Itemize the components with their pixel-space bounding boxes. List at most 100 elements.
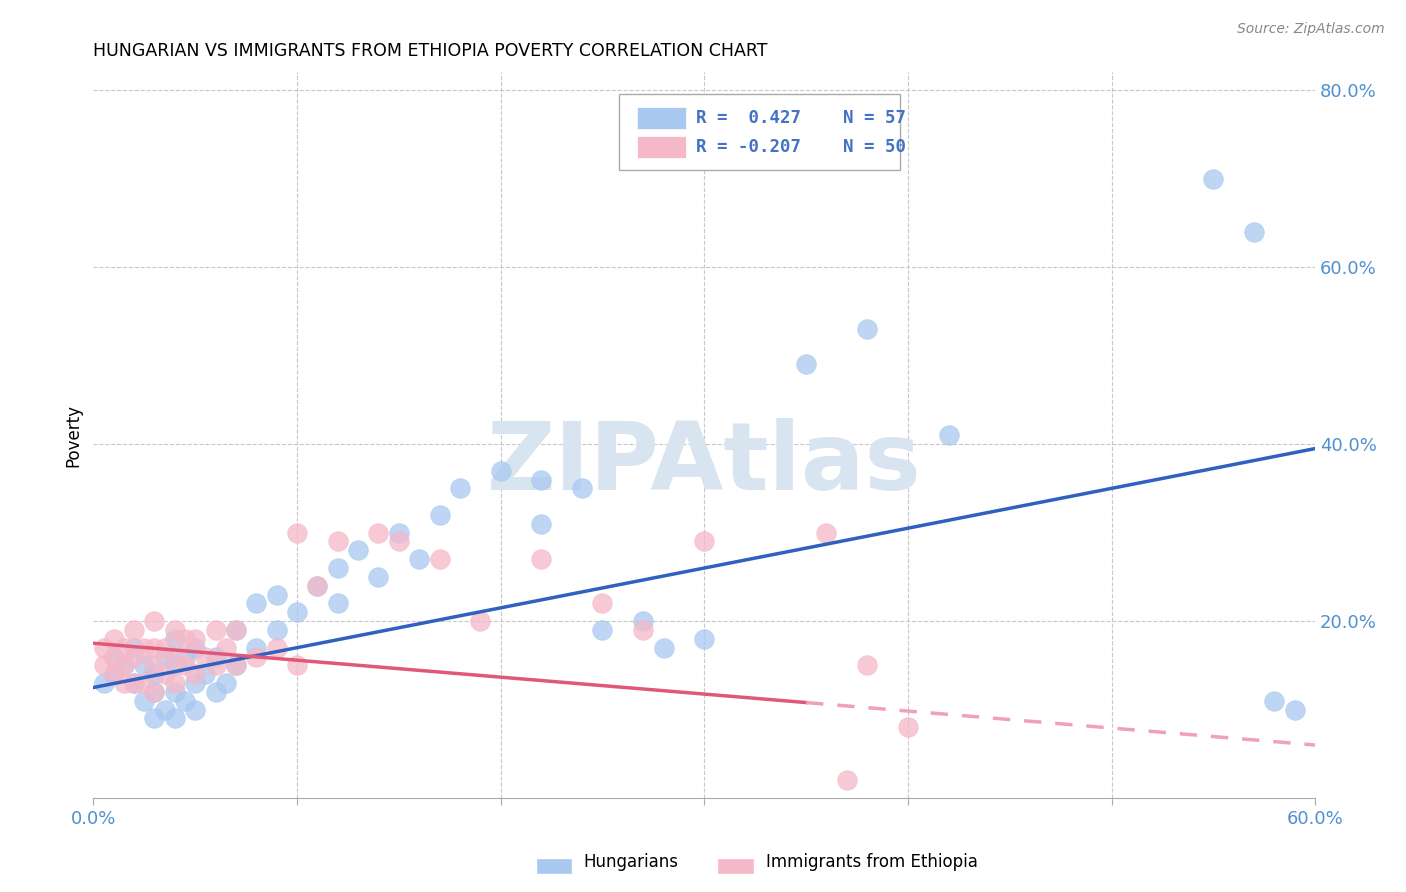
Point <box>143 658 166 673</box>
Point <box>307 579 329 593</box>
Point <box>225 658 247 673</box>
Y-axis label: Poverty: Poverty <box>65 404 82 467</box>
Point <box>204 623 226 637</box>
Point <box>184 667 207 681</box>
Point <box>112 676 135 690</box>
Point <box>815 525 838 540</box>
Point <box>153 649 176 664</box>
Point <box>530 552 553 566</box>
Point <box>530 516 553 531</box>
Point <box>184 640 207 655</box>
Point <box>153 640 176 655</box>
Text: HUNGARIAN VS IMMIGRANTS FROM ETHIOPIA POVERTY CORRELATION CHART: HUNGARIAN VS IMMIGRANTS FROM ETHIOPIA PO… <box>93 42 768 60</box>
Point <box>408 552 430 566</box>
Point <box>388 534 411 549</box>
Point <box>215 640 238 655</box>
Point <box>204 658 226 673</box>
Point <box>1263 694 1285 708</box>
Point <box>103 649 125 664</box>
Point <box>285 658 308 673</box>
Point <box>245 640 267 655</box>
Point <box>489 464 512 478</box>
Point <box>326 561 349 575</box>
Point <box>938 428 960 442</box>
Point <box>163 676 186 690</box>
Point <box>93 676 115 690</box>
Point <box>652 640 675 655</box>
Point <box>143 685 166 699</box>
Point <box>163 649 186 664</box>
Point <box>285 605 308 619</box>
Point <box>122 623 145 637</box>
Point <box>174 658 197 673</box>
Point <box>429 552 451 566</box>
Point <box>326 596 349 610</box>
Point <box>204 649 226 664</box>
Point <box>470 614 492 628</box>
Point <box>163 685 186 699</box>
Point <box>326 534 349 549</box>
Point <box>225 658 247 673</box>
Point <box>266 588 288 602</box>
Point <box>103 649 125 664</box>
Point <box>122 649 145 664</box>
Point <box>103 632 125 646</box>
Point <box>184 703 207 717</box>
Point <box>631 614 654 628</box>
Point <box>103 667 125 681</box>
Point <box>143 685 166 699</box>
Point <box>194 667 217 681</box>
Point <box>215 676 238 690</box>
Point <box>163 658 186 673</box>
Point <box>134 640 156 655</box>
Point <box>794 358 817 372</box>
Point <box>347 543 370 558</box>
Point <box>143 640 166 655</box>
Point <box>134 658 156 673</box>
Text: Hungarians: Hungarians <box>583 853 679 871</box>
Point <box>693 534 716 549</box>
Point <box>835 773 858 788</box>
Point <box>856 658 879 673</box>
Point <box>103 667 125 681</box>
Point <box>143 614 166 628</box>
Point <box>143 711 166 725</box>
Point <box>122 676 145 690</box>
Point <box>225 623 247 637</box>
Point <box>631 623 654 637</box>
Point <box>388 525 411 540</box>
Point <box>245 596 267 610</box>
Point <box>1284 703 1306 717</box>
Text: R =  0.427    N = 57: R = 0.427 N = 57 <box>696 109 905 128</box>
Point <box>1243 225 1265 239</box>
Point <box>204 685 226 699</box>
Point <box>429 508 451 522</box>
Text: ZIPAtlas: ZIPAtlas <box>486 418 922 510</box>
Point <box>153 703 176 717</box>
Point <box>245 649 267 664</box>
FancyBboxPatch shape <box>637 136 686 158</box>
Point <box>530 473 553 487</box>
Text: Source: ZipAtlas.com: Source: ZipAtlas.com <box>1237 22 1385 37</box>
Point <box>122 676 145 690</box>
Point <box>112 640 135 655</box>
Text: Immigrants from Ethiopia: Immigrants from Ethiopia <box>766 853 979 871</box>
Point <box>449 482 471 496</box>
Point <box>307 579 329 593</box>
Point <box>367 570 389 584</box>
Point <box>693 632 716 646</box>
Point <box>163 711 186 725</box>
Point <box>571 482 593 496</box>
Point <box>143 667 166 681</box>
Point <box>591 596 613 610</box>
Point <box>184 632 207 646</box>
Point <box>174 632 197 646</box>
Point <box>266 640 288 655</box>
Point <box>856 322 879 336</box>
Point <box>153 667 176 681</box>
Point <box>134 676 156 690</box>
Point <box>897 720 920 734</box>
Point <box>225 623 247 637</box>
Point <box>112 658 135 673</box>
FancyBboxPatch shape <box>619 95 900 170</box>
